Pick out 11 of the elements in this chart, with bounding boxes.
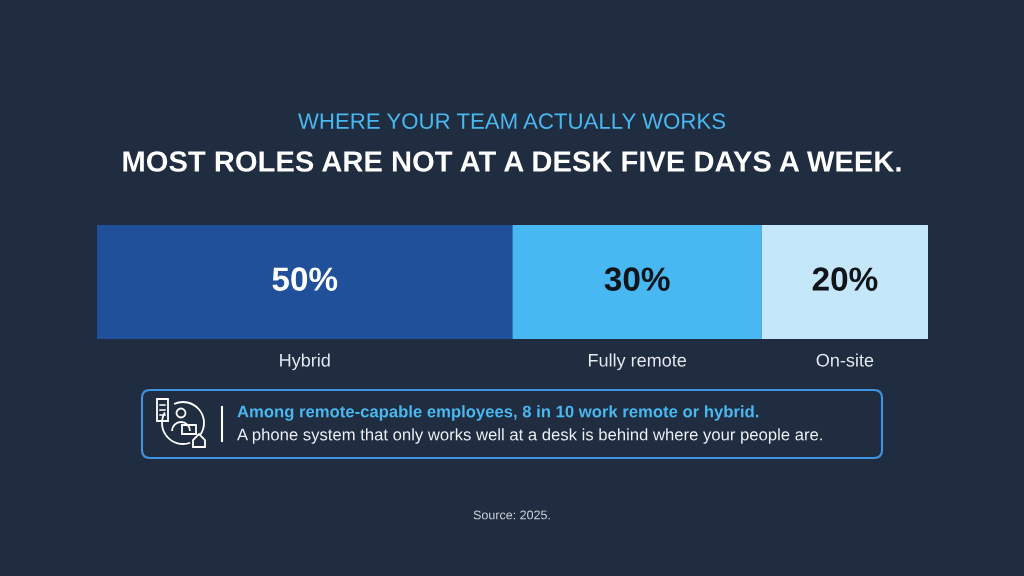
text: A phone system that only works well at a desk is behind where your people are. [237, 428, 822, 444]
source-note: Source: 2025. [473, 510, 550, 520]
chart-subtitle: MOST ROLES ARE NOT AT A DESK FIVE DAYS A WEEK. [123, 151, 901, 172]
data-label: 50% [272, 267, 338, 291]
series-label: On-site [816, 353, 874, 367]
data-label: 20% [812, 267, 878, 291]
chart-title: WHERE YOUR TEAM ACTUALLY WORKS [298, 113, 726, 129]
series-label: Fully remote [588, 353, 687, 371]
text: Among remote-capable employees, 8 in 10 work remote or hybrid. [237, 405, 759, 421]
series-label: Hybrid [280, 353, 330, 371]
data-label: 30% [604, 267, 670, 291]
